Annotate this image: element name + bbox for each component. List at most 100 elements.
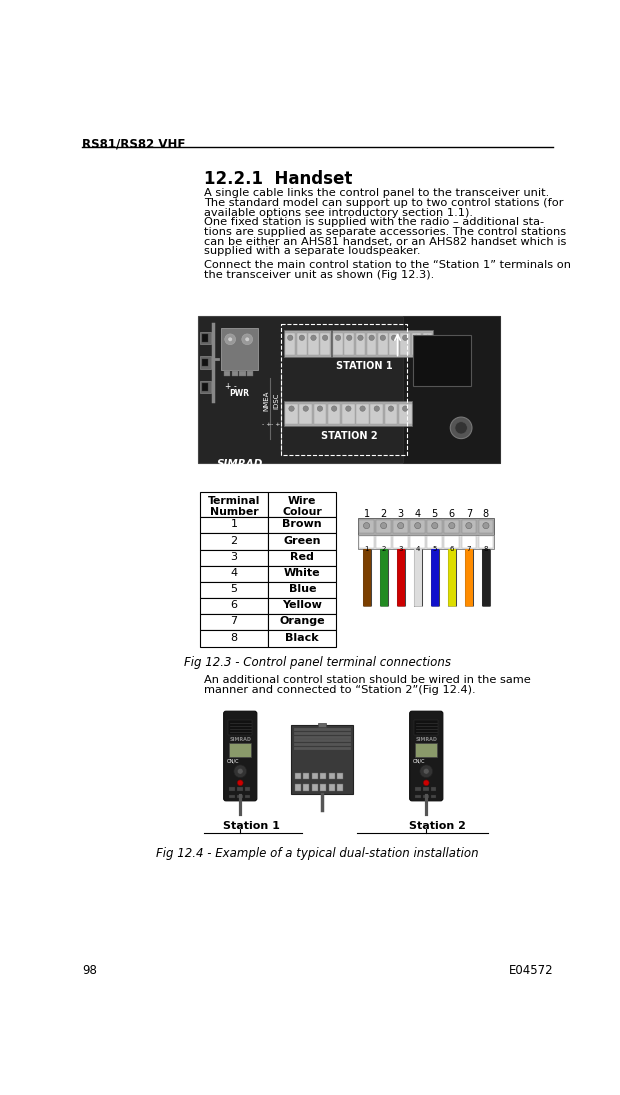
Bar [479,520,494,533]
Bar [414,719,438,735]
Text: The standard model can support up to two control stations (for: The standard model can support up to two… [204,198,564,208]
Bar [427,537,442,548]
Bar [423,787,428,791]
Circle shape [455,422,467,434]
Text: 7: 7 [467,545,471,552]
Circle shape [311,335,316,341]
Bar [461,520,476,533]
Text: SIMRAD: SIMRAD [415,737,437,741]
Bar [423,795,428,798]
Text: Wire
Colour: Wire Colour [282,496,322,517]
Text: A single cable links the control panel to the transceiver unit.: A single cable links the control panel t… [204,188,549,198]
Bar [291,725,353,794]
Bar [285,330,331,357]
Text: PWR: PWR [229,389,249,397]
Bar [245,787,250,791]
Bar [320,773,326,779]
Bar [320,333,330,356]
Text: can be either an AHS81 handset, or an AHS82 handset which is: can be either an AHS81 handset, or an AH… [204,237,566,246]
Bar [445,520,459,533]
Bar [200,598,268,614]
Bar [268,581,336,598]
Text: Blue: Blue [288,584,316,595]
Bar [309,333,319,356]
Bar [285,333,295,356]
Bar [384,404,397,424]
Bar [232,371,238,377]
Bar [461,537,476,548]
Bar [200,356,211,369]
Text: 7: 7 [466,509,472,519]
Text: Yellow: Yellow [282,600,322,610]
Text: Brown: Brown [283,519,322,530]
Bar [312,773,317,779]
Circle shape [432,522,438,529]
Text: 8: 8 [231,633,237,643]
Text: One fixed station is supplied with the radio – additional sta-: One fixed station is supplied with the r… [204,217,544,228]
Text: 6: 6 [231,600,237,610]
Bar [403,316,500,462]
Text: 2: 2 [231,535,237,545]
Bar [202,358,208,366]
Bar [294,784,301,791]
Text: 12.2.1  Handset: 12.2.1 Handset [204,170,352,188]
Text: An additional control station should be wired in the same: An additional control station should be … [204,675,531,685]
Circle shape [224,334,236,345]
FancyBboxPatch shape [224,712,257,800]
Circle shape [425,335,430,341]
Text: 5: 5 [433,545,437,552]
Text: 8: 8 [483,509,489,519]
Bar [399,404,412,424]
Text: Red: Red [290,552,314,562]
Text: 1: 1 [363,509,370,519]
Circle shape [363,522,370,529]
Text: Green: Green [283,535,321,545]
Text: 3: 3 [231,552,237,562]
Bar [358,534,495,549]
Bar [314,404,326,424]
Text: available options see introductory section 1.1).: available options see introductory secti… [204,208,473,218]
Text: 2: 2 [381,509,387,519]
Circle shape [402,335,408,341]
Text: Fig 12.3 - Control panel terminal connections: Fig 12.3 - Control panel terminal connec… [184,656,451,669]
Bar [413,335,471,385]
Bar [237,787,242,791]
Text: the transceiver unit as shown (Fig 12.3).: the transceiver unit as shown (Fig 12.3)… [204,270,434,280]
Bar [202,383,208,391]
Bar [268,598,336,614]
Text: NMEA: NMEA [264,391,270,411]
Circle shape [466,522,472,529]
Bar [303,773,309,779]
Bar [410,520,425,533]
Text: 3: 3 [399,545,403,552]
Bar [427,520,442,533]
Bar [268,533,336,550]
Bar [228,719,252,735]
Bar [268,631,336,646]
Text: 5: 5 [231,584,237,595]
Bar [303,784,309,791]
Text: 3: 3 [397,509,404,519]
Bar [200,581,268,598]
Bar [345,333,354,356]
Text: 4: 4 [231,568,237,578]
Circle shape [415,522,421,529]
Bar [415,795,421,798]
Text: manner and connected to “Station 2”(Fig 12.4).: manner and connected to “Station 2”(Fig … [204,684,476,694]
Bar [294,773,301,779]
Text: Orange: Orange [280,616,325,626]
Text: ON/C: ON/C [227,758,239,763]
Bar [376,537,391,548]
Circle shape [289,406,294,412]
Bar [200,332,211,344]
Bar [198,316,500,462]
Text: 1: 1 [365,545,369,552]
Bar [431,795,436,798]
Circle shape [414,335,419,341]
Circle shape [346,406,351,412]
Bar [423,333,433,356]
Text: SIMRAD: SIMRAD [229,737,251,741]
Bar [329,784,335,791]
Text: 6: 6 [449,509,455,519]
Bar [415,787,421,791]
